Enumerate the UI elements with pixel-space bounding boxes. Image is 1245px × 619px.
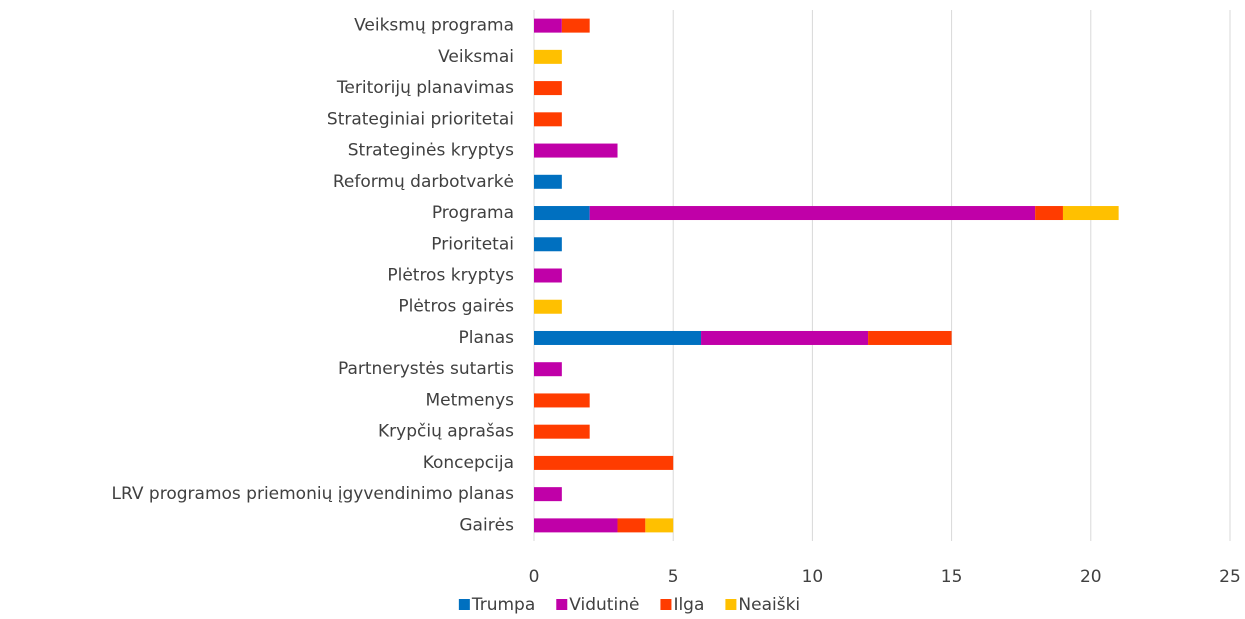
x-tick-label: 20 [1080, 567, 1102, 587]
bar-segment [534, 299, 562, 314]
bar-segment [1035, 206, 1063, 221]
y-tick-label: Strateginiai prioritetai [327, 109, 514, 129]
x-tick-label: 10 [802, 567, 824, 587]
y-tick-label: Planas [459, 328, 515, 348]
bar-segment [534, 112, 562, 127]
bar-segment [534, 49, 562, 64]
bar-segment [534, 424, 590, 439]
y-tick-label: Gairės [459, 515, 514, 535]
bar-segment [589, 206, 1036, 221]
bar-segment [1062, 206, 1119, 221]
legend-label: Ilga [673, 595, 704, 615]
y-tick-label: Veiksmai [438, 47, 514, 67]
legend-label: Vidutinė [569, 595, 639, 615]
x-tick-label: 15 [941, 567, 963, 587]
y-tick-label: Reformų darbotvarkė [333, 172, 514, 192]
y-tick-label: Prioritetai [431, 234, 514, 254]
y-tick-label: Veiksmų programa [354, 16, 514, 36]
legend-swatch [556, 599, 568, 610]
bar-segment [534, 174, 562, 189]
bar-segment [701, 330, 869, 345]
bar-segment [534, 518, 618, 533]
bar-segment [617, 518, 646, 533]
legend-swatch [458, 599, 470, 610]
y-tick-label: Programa [432, 203, 514, 223]
y-tick-label: Krypčių aprašas [378, 422, 514, 442]
bar-segment [534, 237, 562, 252]
y-tick-label: Partnerystės sutartis [338, 359, 514, 379]
bar-segment [561, 18, 590, 33]
y-tick-label: Plėtros gairės [398, 297, 514, 317]
bar-segment [534, 81, 562, 96]
bar-segment [534, 206, 590, 221]
x-tick-label: 5 [668, 567, 679, 587]
x-tick-label: 0 [529, 567, 540, 587]
legend-label: Neaiški [738, 595, 800, 615]
legend-label: Trumpa [471, 595, 535, 615]
y-tick-label: LRV programos priemonių įgyvendinimo pla… [112, 484, 515, 504]
bar-segment [534, 393, 590, 408]
y-tick-label: Koncepcija [423, 453, 514, 473]
bar-segment [534, 487, 562, 502]
x-tick-label: 25 [1219, 567, 1241, 587]
bar-segment [534, 143, 618, 158]
y-tick-label: Metmenys [425, 390, 514, 410]
bar-segment [868, 330, 952, 345]
y-tick-label: Teritorijų planavimas [336, 78, 514, 98]
bar-segment [534, 455, 674, 470]
bar-segment [534, 330, 702, 345]
bar-segment [534, 18, 562, 33]
legend-swatch [725, 599, 737, 610]
bar-segment [534, 362, 562, 377]
bar-segment [534, 268, 562, 283]
y-tick-label: Strateginės kryptys [348, 141, 514, 161]
y-tick-label: Plėtros kryptys [387, 266, 514, 286]
bar-segment [645, 518, 674, 533]
legend-swatch [660, 599, 672, 610]
